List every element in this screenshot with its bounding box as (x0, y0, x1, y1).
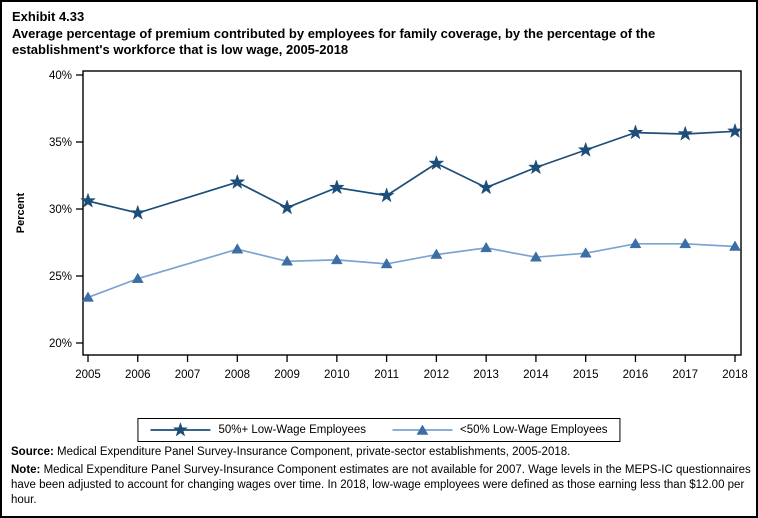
chart-header: Exhibit 4.33 Average percentage of premi… (12, 9, 718, 58)
exhibit-number: Exhibit 4.33 (12, 9, 85, 24)
x-tick-label: 2013 (473, 369, 499, 381)
y-tick-label: 25% (49, 271, 72, 283)
source-note: Source: Medical Expenditure Panel Survey… (11, 445, 751, 460)
star-series-swatch-icon (150, 422, 211, 437)
x-tick-label: 2016 (623, 369, 649, 381)
star-marker (677, 125, 694, 141)
x-tick-label: 2008 (225, 369, 251, 381)
x-tick-label: 2014 (523, 369, 549, 381)
star-marker (727, 122, 743, 139)
star-marker (577, 141, 594, 157)
note-label: Note: (11, 463, 41, 476)
star-marker (129, 204, 146, 220)
triangle-marker (330, 253, 343, 265)
x-tick-label: 2005 (75, 369, 101, 381)
triangle-marker (380, 257, 393, 269)
legend-label: <50% Low-Wage Employees (460, 424, 608, 436)
x-tick-label: 2012 (424, 369, 450, 381)
chart-title: Average percentage of premium contribute… (12, 26, 656, 58)
star-marker (328, 179, 345, 195)
x-tick-label: 2017 (672, 369, 698, 381)
legend-item-under50-low-wage: <50% Low-Wage Employees (392, 421, 608, 439)
x-tick-label: 2007 (175, 369, 201, 381)
legend: 50%+ Low-Wage Employees <50% Low-Wage Em… (137, 418, 621, 442)
x-tick-label: 2011 (374, 369, 399, 381)
y-tick-label: 30% (49, 204, 72, 216)
star-marker (378, 187, 395, 203)
star-marker (428, 155, 445, 171)
x-tick-label: 2018 (722, 369, 748, 381)
x-tick-label: 2009 (274, 369, 300, 381)
star-marker (478, 179, 495, 195)
source-label: Source: (11, 446, 54, 458)
triangle-marker (679, 237, 692, 249)
plot-area-border (82, 70, 742, 356)
triangle-series-swatch-icon (392, 424, 452, 435)
legend-label: 50%+ Low-Wage Employees (218, 424, 366, 436)
star-marker (527, 159, 544, 175)
y-axis-title: Percent (15, 192, 27, 233)
triangle-marker (231, 243, 244, 254)
x-tick-label: 2006 (125, 369, 151, 381)
triangle-marker (629, 237, 642, 249)
triangle-marker (729, 240, 741, 251)
y-axis: 20% 25% 30% 35% 40% (49, 70, 83, 350)
series-line (87, 242, 736, 299)
note-text: Medical Expenditure Panel Survey-Insuran… (11, 463, 751, 506)
x-tick-label: 2015 (573, 369, 599, 381)
y-tick-label: 20% (49, 338, 72, 350)
x-tick-label: 2010 (324, 369, 350, 381)
triangle-marker (281, 255, 294, 266)
star-marker (627, 124, 644, 140)
star-marker (279, 199, 296, 215)
method-note: Note: Medical Expenditure Panel Survey-I… (11, 463, 751, 508)
series-star (80, 122, 743, 220)
y-tick-label: 40% (49, 70, 72, 82)
star-marker (80, 192, 96, 208)
x-axis: 2005 2006 2007 2008 2009 2010 2011 2012 2013 2014… (75, 355, 748, 381)
triangle-marker (529, 251, 542, 262)
triangle-marker (579, 247, 592, 258)
star-marker (229, 173, 246, 189)
series-line (87, 130, 736, 214)
y-tick-label: 35% (49, 137, 72, 149)
triangle-marker (131, 272, 144, 283)
triangle-marker (430, 248, 443, 259)
footnotes: Source: Medical Expenditure Panel Survey… (11, 445, 751, 511)
legend-item-50plus-low-wage: 50%+ Low-Wage Employees (150, 421, 366, 439)
source-text: Medical Expenditure Panel Survey-Insuran… (53, 446, 571, 458)
triangle-marker (480, 241, 493, 253)
triangle-marker (82, 291, 94, 302)
series-triangle (82, 237, 741, 302)
